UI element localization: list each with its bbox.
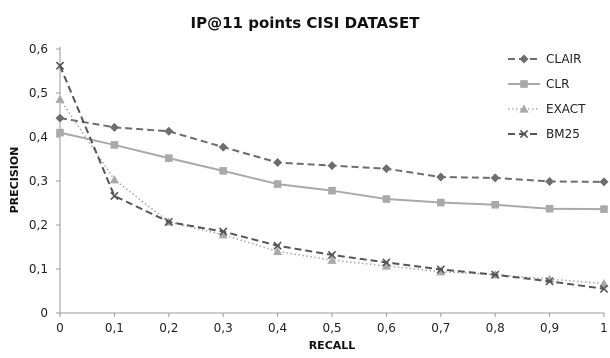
data-point-exact <box>273 246 283 256</box>
data-point-clair <box>545 176 555 186</box>
data-point-bm25 <box>219 227 228 236</box>
x-tick-label: 0,4 <box>268 321 287 335</box>
data-point-exact <box>218 230 228 239</box>
data-point-clair <box>490 173 500 183</box>
y-tick-label: 0,2 <box>29 218 48 232</box>
marker-x-stroke <box>519 129 529 139</box>
legend-item-exact: EXACT <box>508 102 586 116</box>
data-point-clair <box>164 126 174 136</box>
x-tick-label: 0,9 <box>540 321 559 335</box>
series-clr <box>56 128 608 213</box>
data-point-clr <box>328 186 336 195</box>
y-tick-label: 0,6 <box>29 42 48 56</box>
y-axis-title: PRECISION <box>8 147 21 214</box>
legend-item-bm25: BM25 <box>508 127 580 141</box>
legend-item-clair: CLAIR <box>508 52 581 66</box>
legend-label: CLAIR <box>546 52 581 66</box>
data-point-exact <box>436 267 446 276</box>
x-tick-label: 1 <box>600 321 608 335</box>
data-point-clair <box>109 122 119 132</box>
data-point-clair <box>599 177 609 187</box>
legend-label: BM25 <box>546 127 580 141</box>
x-axis-title: RECALL <box>309 339 356 352</box>
legend: CLAIR CLR EXACT BM25 <box>508 52 586 141</box>
data-point-clr <box>56 128 64 137</box>
data-point-clr <box>545 204 554 213</box>
x-tick-label: 0,8 <box>486 321 505 335</box>
data-point-exact <box>599 278 609 288</box>
data-point-clr <box>382 195 391 203</box>
legend-label: CLR <box>546 77 569 91</box>
marker-x-stroke <box>491 270 500 279</box>
data-point-bm25 <box>327 250 337 260</box>
data-point-exact <box>55 94 65 103</box>
data-point-clair <box>327 161 337 171</box>
data-point-exact <box>327 255 337 264</box>
marker-x-stroke <box>273 241 282 250</box>
data-point-bm25 <box>491 270 500 279</box>
x-tick-label: 0,1 <box>105 321 124 335</box>
data-point-clair <box>381 164 391 174</box>
axes: 0 0,1 0,2 0,3 0,4 0,5 0,6 0 0,1 0,2 0,3 0,4 0,5 0,6 0,… <box>29 42 608 335</box>
legend-item-clr: CLR <box>508 77 569 91</box>
data-point-bm25 <box>110 191 119 201</box>
marker-x-stroke <box>164 217 173 227</box>
data-point-clr <box>600 205 608 213</box>
marker-x-stroke <box>436 265 445 274</box>
y-tick-label: 0 <box>40 306 48 320</box>
y-tick-label: 0,1 <box>29 262 48 276</box>
series-bm25 <box>55 61 609 293</box>
data-point-clr <box>437 198 445 207</box>
data-point-bm25 <box>545 277 554 286</box>
data-point-clair <box>436 172 446 182</box>
series-line-clr <box>59 131 605 211</box>
data-point-clair <box>273 158 283 168</box>
data-point-bm25 <box>164 217 173 227</box>
legend-swatch-marker <box>519 54 529 64</box>
y-tick-label: 0,4 <box>29 130 48 144</box>
legend-label: EXACT <box>546 102 586 116</box>
marker-x-stroke <box>599 284 609 293</box>
marker-x-stroke <box>55 61 65 70</box>
marker-x-stroke <box>382 258 391 267</box>
marker-x-stroke <box>545 277 554 286</box>
data-point-clr <box>165 154 173 162</box>
data-point-bm25 <box>436 265 445 274</box>
data-point-clr <box>273 180 282 188</box>
x-tick-label: 0,6 <box>377 321 396 335</box>
y-tick-label: 0,5 <box>29 86 48 100</box>
x-tick-label: 0 <box>56 321 64 335</box>
y-tick-label: 0,3 <box>29 174 48 188</box>
x-tick-label: 0,2 <box>159 321 178 335</box>
x-tick-label: 0,3 <box>214 321 233 335</box>
data-point-clr <box>110 141 119 149</box>
data-point-clr <box>219 167 227 175</box>
data-point-bm25 <box>55 61 65 70</box>
data-point-clr <box>491 200 499 209</box>
series-line-clair <box>59 117 605 183</box>
x-tick-label: 0,7 <box>431 321 450 335</box>
legend-swatch-marker <box>519 104 529 113</box>
marker-x-stroke <box>327 250 337 260</box>
series-clair <box>55 113 609 187</box>
legend-swatch-marker <box>519 129 529 139</box>
data-point-bm25 <box>273 241 282 250</box>
series-layer <box>55 61 609 293</box>
marker-x-stroke <box>110 191 119 201</box>
data-point-exact <box>381 261 391 270</box>
x-tick-label: 0,5 <box>322 321 341 335</box>
data-point-bm25 <box>382 258 391 267</box>
data-point-clair <box>218 142 228 152</box>
marker-x-stroke <box>219 227 228 236</box>
data-point-bm25 <box>599 284 609 293</box>
legend-swatch-marker <box>520 80 528 88</box>
chart-title: IP@11 points CISI DATASET <box>191 14 421 32</box>
data-point-exact <box>109 175 119 184</box>
data-point-clair <box>55 113 65 123</box>
